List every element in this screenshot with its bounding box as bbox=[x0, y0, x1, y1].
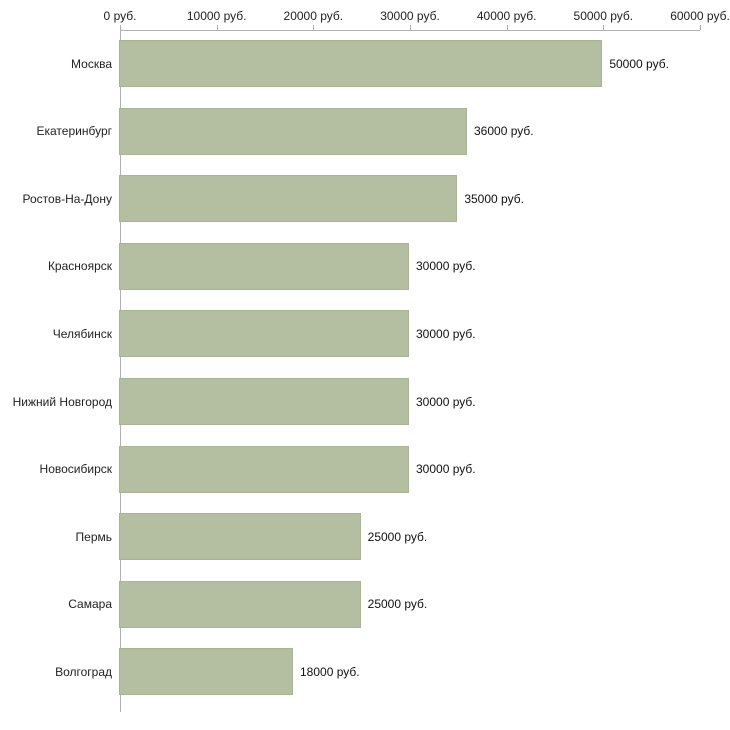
bar-row: Пермь 25000 руб. bbox=[0, 513, 730, 561]
value-label: 25000 руб. bbox=[367, 529, 428, 544]
category-label: Новосибирск bbox=[39, 462, 112, 477]
x-tick-mark bbox=[410, 25, 411, 30]
value-label: 18000 руб. bbox=[300, 664, 360, 679]
bar bbox=[119, 242, 409, 290]
bar bbox=[119, 310, 409, 358]
x-tick-label: 30000 руб. bbox=[380, 9, 440, 23]
value-label: 35000 руб. bbox=[464, 191, 524, 206]
x-tick-label: 60000 руб. bbox=[670, 9, 730, 23]
x-tick-mark bbox=[120, 25, 121, 30]
bar bbox=[119, 175, 458, 223]
bar-row: Красноярск 30000 руб. bbox=[0, 242, 730, 290]
value-label: 30000 руб. bbox=[416, 462, 476, 477]
x-tick-label: 20000 руб. bbox=[283, 9, 344, 23]
bar bbox=[119, 445, 409, 493]
x-tick-label: 10000 руб. bbox=[186, 9, 247, 23]
bar-row: Ростов-На-Дону 35000 руб. bbox=[0, 175, 730, 223]
bar bbox=[119, 580, 361, 628]
x-tick-mark bbox=[313, 25, 315, 30]
category-label: Нижний Новгород bbox=[12, 394, 112, 409]
bar-row: Новосибирск 30000 руб. bbox=[0, 445, 730, 493]
bar-row: Москва 50000 руб. bbox=[0, 40, 730, 87]
bar bbox=[119, 107, 467, 155]
bar-row: Челябинск 30000 руб. bbox=[0, 310, 730, 358]
category-label: Москва bbox=[71, 56, 112, 71]
value-label: 30000 руб. bbox=[416, 326, 476, 341]
bar bbox=[119, 378, 409, 425]
category-label: Ростов-На-Дону bbox=[22, 191, 112, 206]
x-tick-mark bbox=[506, 25, 508, 30]
category-label: Волгоград bbox=[55, 664, 112, 679]
x-tick-label: 50000 руб. bbox=[573, 9, 634, 23]
x-tick-mark bbox=[216, 25, 218, 30]
bar-row: Екатеринбург 36000 руб. bbox=[0, 107, 730, 155]
value-label: 36000 руб. bbox=[474, 124, 534, 139]
value-label: 50000 руб. bbox=[609, 56, 669, 71]
value-label: 30000 руб. bbox=[416, 394, 476, 409]
bar bbox=[119, 40, 603, 87]
x-tick-mark bbox=[603, 25, 605, 30]
category-label: Челябинск bbox=[52, 326, 112, 341]
category-label: Красноярск bbox=[47, 259, 112, 274]
x-tick-label: 40000 руб. bbox=[476, 9, 537, 23]
category-label: Екатеринбург bbox=[36, 124, 113, 139]
category-label: Самара bbox=[68, 597, 112, 612]
plot-area bbox=[120, 30, 700, 712]
x-tick-label: 0 руб. bbox=[103, 9, 137, 23]
value-label: 25000 руб. bbox=[367, 597, 428, 612]
bar-row: Волгоград 18000 руб. bbox=[0, 648, 730, 696]
x-tick-mark bbox=[700, 25, 701, 30]
bar-row: Нижний Новгород 30000 руб. bbox=[0, 378, 730, 425]
bar bbox=[119, 648, 293, 696]
category-label: Пермь bbox=[75, 529, 112, 544]
bar-row: Самара 25000 руб. bbox=[0, 580, 730, 628]
bar bbox=[119, 513, 361, 561]
value-label: 30000 руб. bbox=[416, 259, 476, 274]
